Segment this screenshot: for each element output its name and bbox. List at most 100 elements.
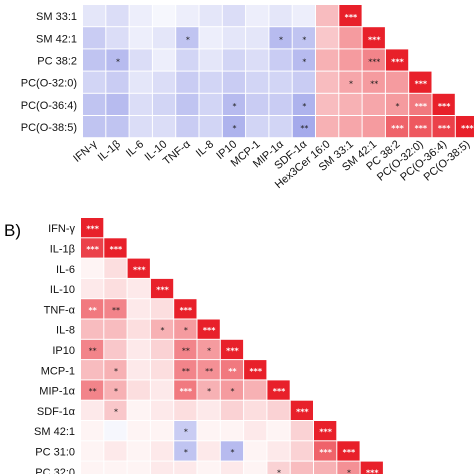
- panel-b-cell: [197, 461, 220, 474]
- panel-b-cell: [290, 441, 313, 461]
- panel-a-cell: [292, 5, 315, 27]
- panel-a-cell: [246, 27, 269, 49]
- panel-a-cell: [246, 49, 269, 71]
- panel-b-cell: [81, 319, 104, 339]
- panel-b-cell: [267, 421, 290, 441]
- panel-b-cell: [104, 360, 127, 380]
- panel-b-cell: [174, 441, 197, 461]
- panel-a-column-label: TNF-α: [161, 138, 193, 168]
- panel-b-significance-marker: **: [182, 346, 190, 355]
- panel-a-cell: [176, 5, 199, 27]
- panel-b-cell: [127, 319, 150, 339]
- panel-a-column-label: IL-8: [194, 138, 216, 159]
- panel-a-cell: [316, 71, 339, 93]
- panel-a-cell: [129, 49, 152, 71]
- panel-b-cell: [104, 380, 127, 400]
- panel-a-cell: [339, 27, 362, 49]
- panel-a-cell: [199, 93, 222, 115]
- panel-b-cell: [104, 421, 127, 441]
- panel-a-cell: [83, 27, 106, 49]
- panel-a-cell: [129, 93, 152, 115]
- panel-b-row-label: TNF-α: [44, 304, 76, 316]
- panel-a-significance-marker: ***: [391, 58, 404, 67]
- panel-b-cell: [81, 258, 104, 278]
- panel-a-significance-marker: *: [232, 124, 236, 133]
- panel-a-significance-marker: **: [300, 124, 308, 133]
- panel-b-significance-marker: ***: [156, 286, 169, 295]
- panel-b-significance-marker: ***: [180, 306, 193, 315]
- panel-a-significance-marker: ***: [368, 58, 380, 67]
- panel-b-cell: [127, 339, 150, 360]
- panel-b-cell: [81, 380, 104, 400]
- panel-b-cell: [104, 299, 127, 319]
- panel-a-cell: [83, 71, 106, 93]
- panel-a-cell: [292, 71, 315, 93]
- panel-a-cell: [106, 27, 129, 49]
- panel-a-cell: [385, 71, 409, 93]
- panel-b-cell: [244, 400, 267, 420]
- panel-b-cell: [267, 400, 290, 420]
- panel-b-cell: [150, 441, 174, 461]
- panel-a-significance-marker: *: [349, 80, 353, 89]
- panel-b-row-label: SM 42:1: [34, 426, 75, 438]
- panel-a-cell: [176, 27, 199, 49]
- panel-b-significance-marker: **: [89, 346, 97, 355]
- panel-b-cell: [127, 400, 150, 420]
- panel-a-significance-marker: *: [302, 35, 306, 44]
- panel-a-cell: [409, 116, 432, 138]
- panel-b-significance-marker: ***: [319, 448, 332, 457]
- panel-a-cell: [106, 93, 129, 115]
- panel-b-cell: [197, 421, 220, 441]
- panel-a-cell: [362, 27, 385, 49]
- panel-b-cell: [314, 461, 337, 474]
- panel-b-cell: [150, 400, 174, 420]
- panel-a-significance-marker: ***: [415, 124, 428, 133]
- panel-a-cell: [152, 71, 176, 93]
- panel-b-cell: [150, 360, 174, 380]
- panel-b-cell: [197, 441, 220, 461]
- panel-a-cell: [362, 71, 385, 93]
- panel-a-cell: [83, 93, 106, 115]
- panel-a-cell: [152, 5, 176, 27]
- panel-a-cell: [129, 71, 152, 93]
- panel-b-cell: [127, 278, 150, 299]
- panel-a-row-label: PC 38:2: [37, 56, 77, 68]
- panel-b-cell: [150, 380, 174, 400]
- panel-b-cell: [360, 461, 383, 474]
- panel-b-cell: [244, 461, 267, 474]
- panel-b-cell: [81, 421, 104, 441]
- panel-a-cell: [246, 71, 269, 93]
- panel-b-significance-marker: **: [88, 306, 97, 315]
- panel-b-cell: [104, 319, 127, 339]
- panel-a-significance-marker: ***: [415, 102, 428, 111]
- panel-a-cell: [199, 27, 222, 49]
- panel-b-cell: [127, 380, 150, 400]
- panel-b-significance-marker: *: [114, 387, 118, 396]
- panel-a-row-label: PC(O-38:5): [21, 122, 77, 134]
- panel-a-cell: [199, 49, 222, 71]
- panel-a-cell: [455, 116, 474, 138]
- panel-b-row-label: MCP-1: [41, 365, 75, 377]
- panel-b-cell: [174, 319, 197, 339]
- panel-a-row-label: SM 42:1: [36, 33, 77, 45]
- panel-a-cell: [339, 116, 362, 138]
- panel-a-cell: [316, 93, 339, 115]
- panel-a-significance-marker: *: [279, 35, 283, 44]
- panel-a-cell: [316, 27, 339, 49]
- panel-a-cell: [316, 49, 339, 71]
- panel-a-cell: [385, 93, 409, 115]
- panel-a-significance-marker: *: [396, 102, 400, 111]
- panel-a-cell: [385, 116, 409, 138]
- panel-b-cell: [150, 461, 174, 474]
- panel-a-significance-marker: **: [370, 80, 378, 89]
- panel-a-cell: [222, 71, 246, 93]
- panel-a-cell: [269, 49, 292, 71]
- panel-a-cell: [199, 116, 222, 138]
- panel-b-cell: [150, 339, 174, 360]
- panel-a-significance-marker: ***: [438, 102, 451, 111]
- panel-a-cell: [246, 93, 269, 115]
- panel-b-row-label: SDF-1α: [37, 406, 76, 418]
- panel-b-cell: [174, 461, 197, 474]
- panel-b-cell: [127, 441, 150, 461]
- panel-a-cell: [83, 49, 106, 71]
